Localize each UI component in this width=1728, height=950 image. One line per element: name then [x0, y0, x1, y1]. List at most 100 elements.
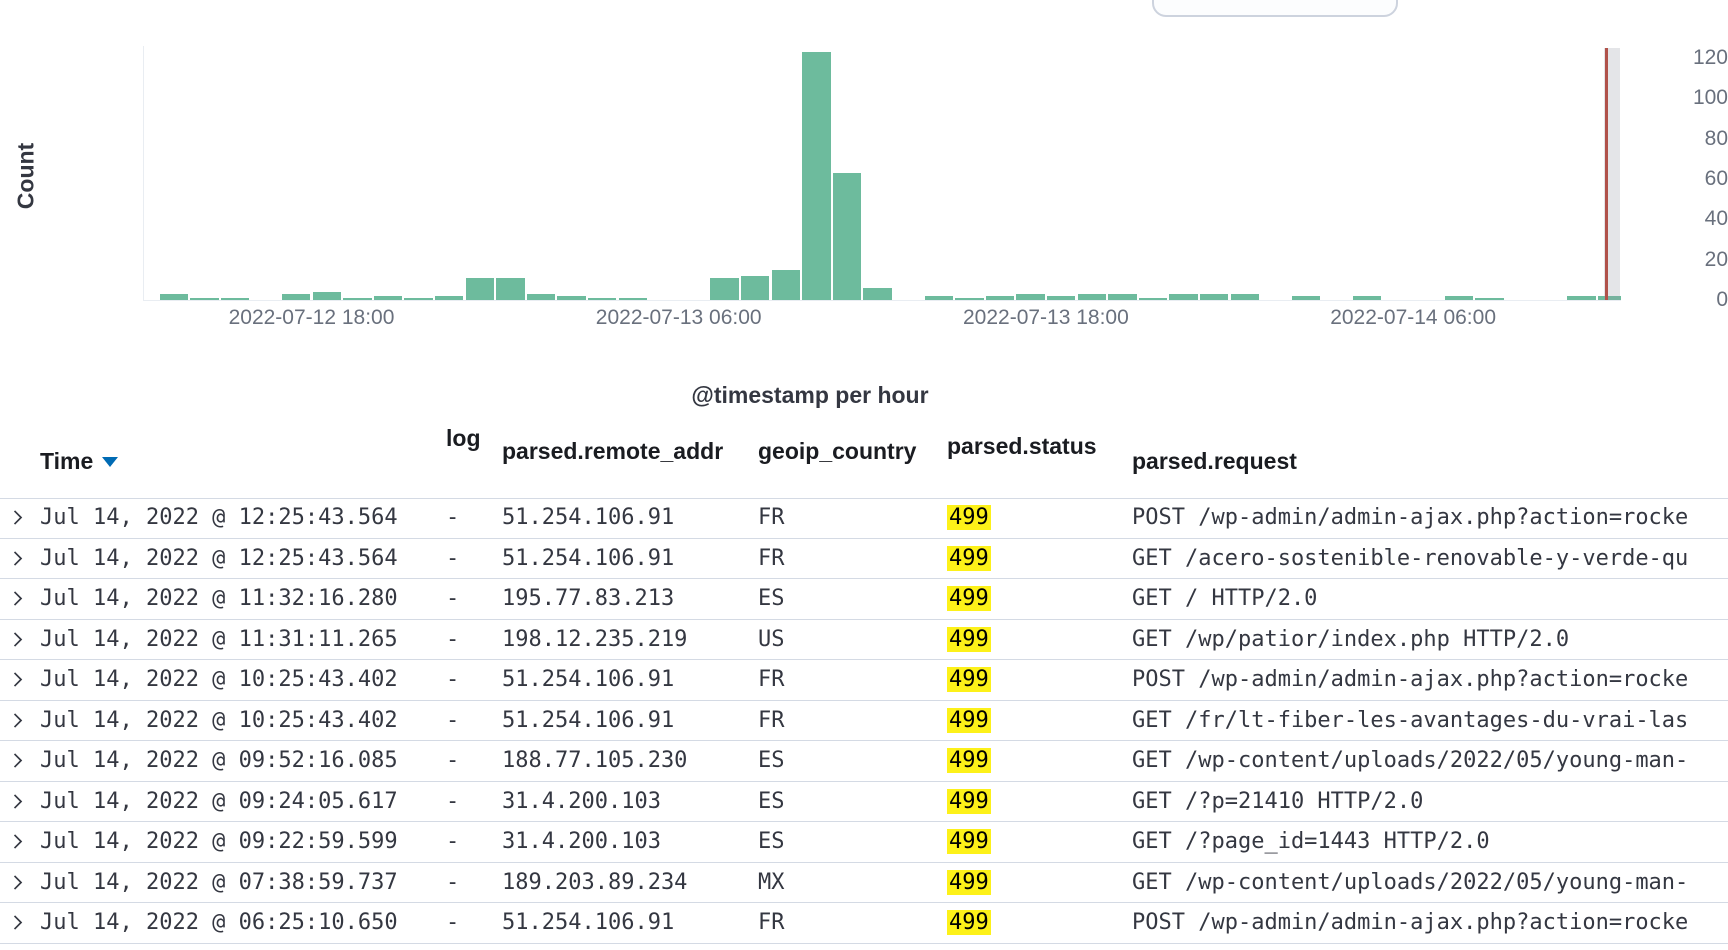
- sort-descending-icon[interactable]: [102, 457, 119, 467]
- histogram-bar[interactable]: [1016, 294, 1045, 300]
- status-cell: 499: [947, 505, 1132, 531]
- histogram-bar[interactable]: [587, 298, 617, 300]
- histogram-bar[interactable]: [404, 298, 433, 300]
- histogram-bar[interactable]: [281, 294, 311, 300]
- histogram-bar[interactable]: [465, 278, 495, 300]
- histogram-bar[interactable]: [710, 278, 739, 300]
- remote-addr-cell: 195.77.83.213: [502, 586, 675, 612]
- histogram-bar[interactable]: [863, 288, 892, 300]
- histogram-bar[interactable]: [1567, 296, 1596, 300]
- geoip-country-cell: ES: [758, 748, 785, 774]
- histogram-bar[interactable]: [1352, 296, 1382, 300]
- time-cell: Jul 14, 2022 @ 12:25:43.564: [40, 545, 398, 571]
- histogram-bar[interactable]: [1444, 296, 1474, 300]
- geoip-country-cell: FR: [758, 910, 785, 936]
- plot-area[interactable]: [143, 46, 1621, 301]
- histogram-bar[interactable]: [832, 173, 862, 300]
- status-highlight: 499: [947, 707, 991, 733]
- histogram-bar[interactable]: [1475, 298, 1504, 300]
- histogram-bar[interactable]: [343, 298, 372, 300]
- expand-row-button[interactable]: [0, 751, 40, 770]
- geoip-country-cell: FR: [758, 505, 785, 531]
- request-cell: GET /?p=21410 HTTP/2.0: [1132, 788, 1424, 814]
- histogram-bar[interactable]: [159, 294, 189, 300]
- time-cell: Jul 14, 2022 @ 11:32:16.280: [40, 586, 398, 612]
- histogram-bar[interactable]: [618, 298, 648, 300]
- request-cell: GET /fr/lt-fiber-les-avantages-du-vrai-l…: [1132, 707, 1689, 733]
- histogram-bar[interactable]: [557, 296, 586, 300]
- histogram-bar[interactable]: [985, 296, 1015, 300]
- histogram-bar[interactable]: [740, 276, 770, 300]
- histogram-bar[interactable]: [1138, 298, 1168, 300]
- expand-row-button[interactable]: [0, 549, 40, 568]
- table-row: Jul 14, 2022 @ 07:38:59.737 - 189.203.89.2…: [0, 863, 1728, 903]
- histogram-bar[interactable]: [190, 298, 219, 300]
- expand-row-button[interactable]: [0, 873, 40, 892]
- histogram-bar[interactable]: [312, 292, 342, 300]
- histogram-bar[interactable]: [1169, 294, 1198, 300]
- expand-row-button[interactable]: [0, 832, 40, 851]
- histogram-chart: Count 0 20 40 60 80 100 120 2022-07-12 18:00 20…: [0, 0, 1728, 420]
- chevron-right-icon: [13, 510, 23, 525]
- histogram-bar[interactable]: [771, 270, 801, 300]
- expand-row-button[interactable]: [0, 508, 40, 527]
- log-cell: -: [446, 869, 460, 895]
- status-highlight: 499: [947, 869, 991, 895]
- status-highlight: 499: [947, 586, 991, 612]
- histogram-bar[interactable]: [1199, 294, 1229, 300]
- chevron-right-icon: [13, 915, 23, 930]
- histogram-bar[interactable]: [1046, 296, 1076, 300]
- column-header-parsed-remote-addr[interactable]: parsed.remote_addr: [502, 438, 724, 464]
- time-cell: Jul 14, 2022 @ 06:25:10.650: [40, 910, 398, 936]
- remote-addr-cell: 51.254.106.91: [502, 667, 675, 693]
- expand-row-button[interactable]: [0, 792, 40, 811]
- table-row: Jul 14, 2022 @ 09:24:05.617 - 31.4.200.103…: [0, 782, 1728, 822]
- histogram-bar[interactable]: [1597, 296, 1621, 300]
- column-header-parsed-status[interactable]: parsed.status: [947, 433, 1097, 459]
- y-tick-label: 20: [1704, 247, 1728, 271]
- histogram-bar[interactable]: [1230, 294, 1260, 300]
- time-cell: Jul 14, 2022 @ 07:38:59.737: [40, 869, 398, 895]
- x-tick-label: 2022-07-13 06:00: [595, 306, 762, 329]
- column-header-time[interactable]: Time: [40, 448, 446, 475]
- status-highlight: 499: [947, 505, 991, 531]
- histogram-bar[interactable]: [1077, 294, 1107, 300]
- status-cell: 499: [947, 707, 1132, 733]
- histogram-bar[interactable]: [526, 294, 556, 300]
- expand-row-button[interactable]: [0, 711, 40, 730]
- x-tick-label: 2022-07-14 06:00: [1330, 306, 1496, 329]
- remote-addr-cell: 51.254.106.91: [502, 910, 675, 936]
- expand-row-button[interactable]: [0, 630, 40, 649]
- time-cell: Jul 14, 2022 @ 09:24:05.617: [40, 788, 398, 814]
- histogram-bar[interactable]: [373, 296, 403, 300]
- column-header-parsed-request[interactable]: parsed.request: [1132, 448, 1297, 474]
- histogram-bar[interactable]: [802, 52, 831, 300]
- status-cell: 499: [947, 667, 1132, 693]
- y-tick-label: 0: [1716, 288, 1728, 311]
- histogram-bar[interactable]: [924, 296, 954, 300]
- remote-addr-cell: 31.4.200.103: [502, 829, 661, 855]
- log-cell: -: [446, 667, 460, 693]
- histogram-bar[interactable]: [434, 296, 464, 300]
- status-highlight: 499: [947, 788, 991, 814]
- time-cell: Jul 14, 2022 @ 09:22:59.599: [40, 829, 398, 855]
- column-header-log[interactable]: log: [446, 425, 481, 451]
- histogram-bar[interactable]: [220, 298, 250, 300]
- expand-row-button[interactable]: [0, 589, 40, 608]
- histogram-bar[interactable]: [955, 298, 984, 300]
- time-cell: Jul 14, 2022 @ 11:31:11.265: [40, 626, 398, 652]
- table-row: Jul 14, 2022 @ 12:25:43.564 - 51.254.106.9…: [0, 498, 1728, 539]
- expand-row-button[interactable]: [0, 670, 40, 689]
- histogram-bar[interactable]: [496, 278, 525, 300]
- histogram-bar[interactable]: [1108, 294, 1137, 300]
- time-cell: Jul 14, 2022 @ 10:25:43.402: [40, 667, 398, 693]
- status-cell: 499: [947, 545, 1132, 571]
- column-header-geoip-country[interactable]: geoip_country: [758, 438, 917, 464]
- log-cell: -: [446, 626, 460, 652]
- status-cell: 499: [947, 910, 1132, 936]
- geoip-country-cell: FR: [758, 667, 785, 693]
- expand-row-button[interactable]: [0, 913, 40, 932]
- histogram-bar[interactable]: [1291, 296, 1321, 300]
- table-row: Jul 14, 2022 @ 06:25:10.650 - 51.254.106.9…: [0, 903, 1728, 944]
